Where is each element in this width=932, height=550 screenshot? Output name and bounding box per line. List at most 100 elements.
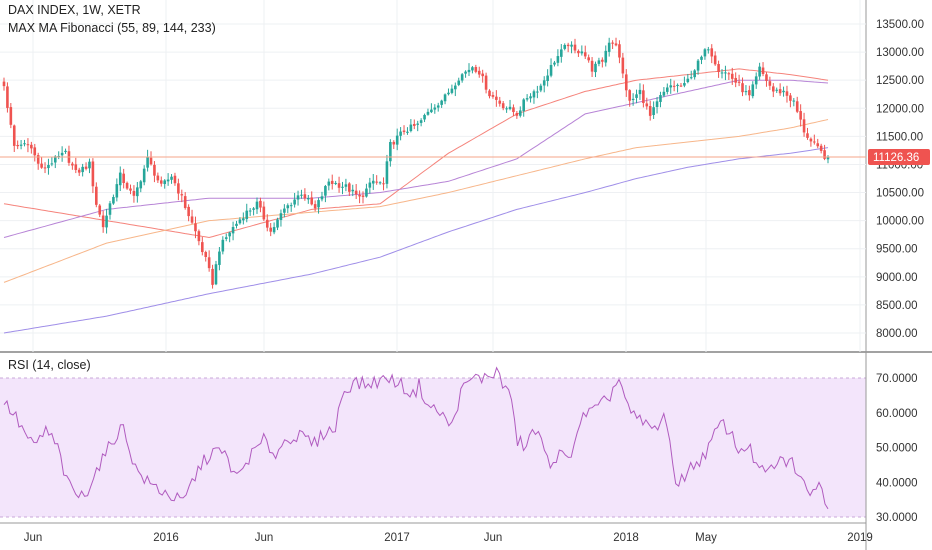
candle-down [101, 215, 105, 228]
candle-up [378, 182, 382, 184]
candle-down [74, 164, 78, 170]
candle-up [700, 56, 703, 60]
candle-up [635, 94, 638, 98]
candle-down [91, 161, 95, 187]
candle-down [717, 64, 720, 72]
candle-down [823, 150, 826, 159]
candle-up [306, 198, 310, 200]
candle-up [662, 91, 666, 96]
candle-down [361, 195, 365, 197]
candle-down [785, 91, 789, 96]
time-tick-label: 2019 [847, 532, 873, 544]
symbol-title: DAX INDEX, 1W, XETR [8, 3, 141, 17]
candle-down [330, 180, 334, 184]
candle-up [707, 49, 710, 51]
candle-up [604, 50, 608, 63]
candle-up [443, 94, 447, 102]
candle-down [2, 81, 6, 87]
candle-up [792, 100, 796, 102]
candle-down [583, 52, 587, 57]
candle-up [758, 66, 761, 77]
candle-down [734, 77, 737, 83]
candle-up [300, 194, 303, 196]
candle-up [248, 210, 252, 212]
candle-down [33, 147, 37, 156]
candle-up [399, 131, 402, 136]
candle-down [375, 181, 378, 183]
candle-down [809, 138, 813, 142]
candle-down [392, 141, 396, 145]
candle-down [159, 180, 163, 184]
candle-up [139, 181, 143, 189]
candle-up [279, 213, 283, 220]
candle-up [136, 187, 139, 197]
candle-up [693, 70, 696, 78]
candle-down [495, 96, 498, 100]
candle-down [348, 183, 351, 192]
candle-up [289, 205, 293, 207]
candle-up [433, 107, 437, 110]
candle-up [430, 109, 433, 113]
candle-down [577, 50, 580, 54]
candle-up [655, 101, 659, 107]
candle-down [573, 44, 577, 51]
candle-down [173, 175, 177, 184]
candle-up [556, 56, 560, 63]
candle-up [163, 180, 166, 185]
ma233-line [3, 147, 829, 334]
candle-up [166, 179, 170, 182]
candle-up [115, 184, 119, 198]
candle-up [536, 91, 539, 93]
candle-down [748, 90, 751, 96]
candle-down [491, 95, 495, 97]
time-tick-label: Jun [24, 532, 43, 544]
candle-up [416, 123, 420, 125]
candle-up [744, 91, 748, 93]
candle-up [272, 227, 276, 233]
candle-up [88, 161, 91, 169]
candle-down [382, 183, 385, 185]
candle-down [802, 119, 806, 133]
candle-up [676, 84, 679, 87]
candle-up [228, 232, 231, 237]
candle-up [549, 64, 553, 76]
candle-down [621, 57, 625, 74]
candle-up [108, 203, 112, 215]
candle-down [402, 130, 406, 132]
candle-up [395, 135, 399, 145]
candle-down [98, 205, 102, 215]
candle-up [242, 218, 245, 221]
rsi-tick-label: 40.0000 [876, 477, 918, 489]
candle-up [460, 74, 464, 81]
candle-up [525, 98, 529, 100]
candle-down [587, 57, 590, 61]
candle-up [754, 76, 758, 85]
candle-up [47, 164, 50, 169]
candle-down [481, 73, 484, 77]
candle-down [337, 183, 341, 188]
candle-down [488, 90, 491, 97]
candle-up [529, 96, 532, 99]
price-tick-label: 12000.00 [876, 103, 924, 115]
candle-up [324, 186, 327, 196]
candle-up [570, 44, 573, 47]
candle-down [761, 67, 765, 74]
candle-up [385, 161, 389, 184]
candle-down [484, 75, 488, 90]
candle-up [344, 184, 348, 187]
candle-down [819, 145, 823, 151]
rsi-band [0, 378, 866, 517]
candle-down [765, 74, 768, 81]
last-price-tag [868, 149, 930, 165]
candle-down [590, 60, 594, 72]
candle-up [283, 208, 286, 213]
candle-down [799, 111, 802, 120]
candle-up [522, 99, 526, 112]
candle-up [457, 80, 461, 85]
candle-up [471, 67, 474, 71]
candle-up [112, 197, 115, 204]
rsi-line [3, 366, 829, 510]
candle-up [454, 85, 457, 90]
candle-up [118, 172, 122, 186]
